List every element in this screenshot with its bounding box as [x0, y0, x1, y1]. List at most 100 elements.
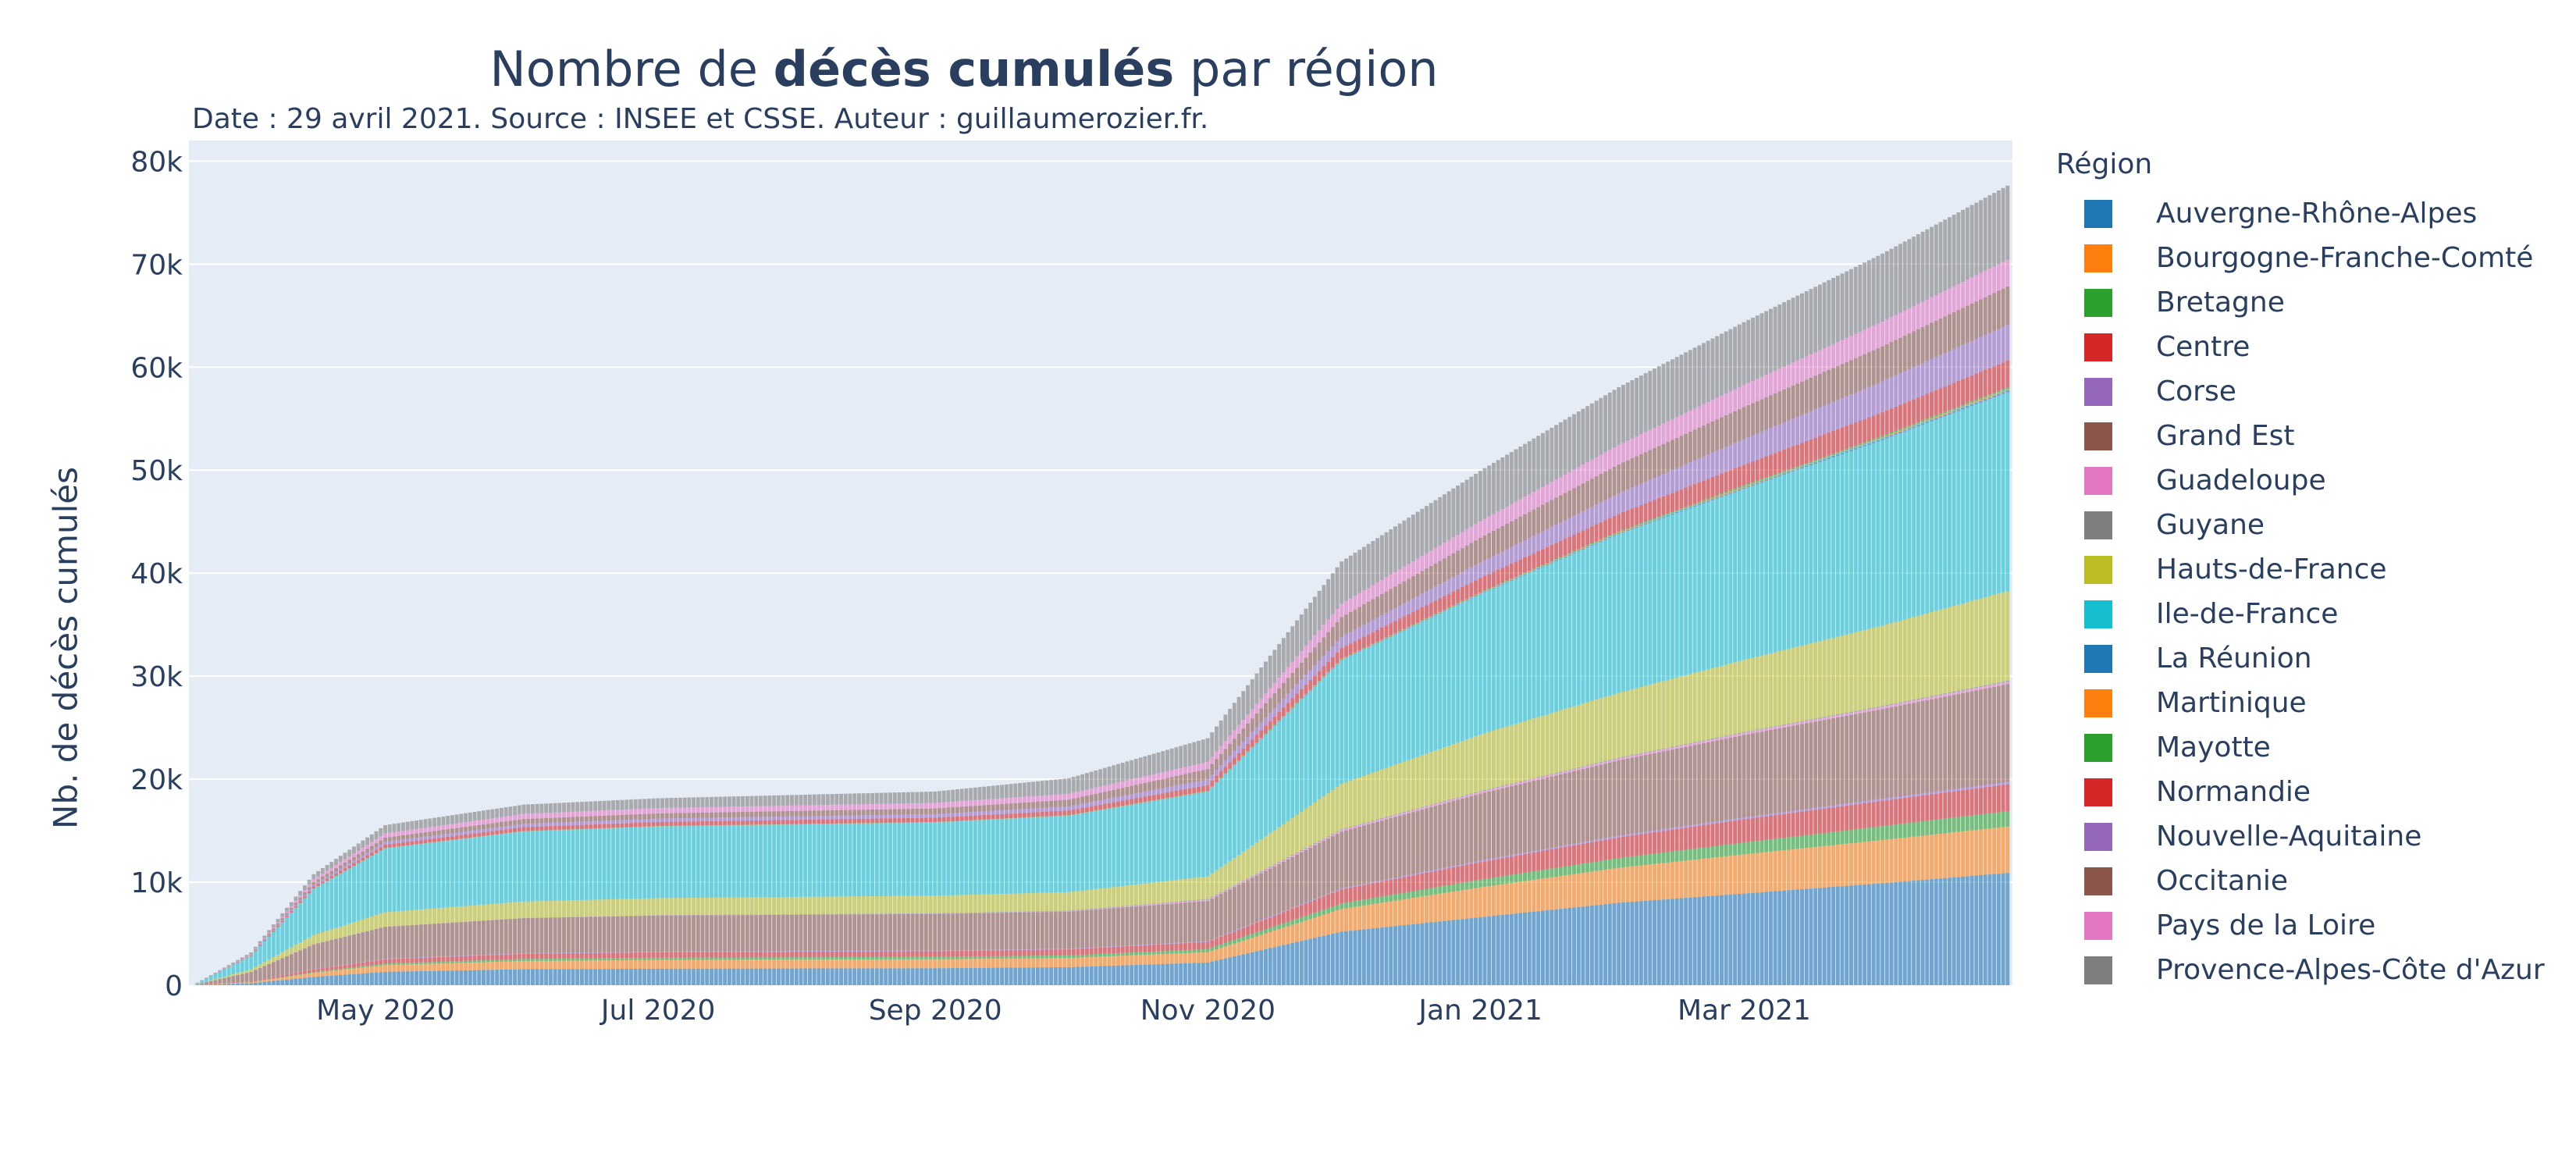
bar-segment-10: [1420, 621, 1425, 622]
bar-segment-11: [1415, 623, 1420, 624]
bar-segment-15: [1084, 795, 1089, 803]
bar-segment-8: [1071, 892, 1076, 910]
bar-segment-15: [1187, 773, 1192, 783]
bar-segment-7: [1272, 863, 1277, 865]
bar-segment-1: [1022, 958, 1026, 968]
bar-segment-2: [866, 956, 870, 959]
bar-segment-14: [817, 816, 821, 820]
bar-segment-3: [1026, 949, 1031, 956]
bar-segment-3: [754, 952, 759, 958]
bar-segment-8: [280, 952, 285, 959]
bar-segment-17: [888, 792, 892, 804]
bar-segment-9: [1433, 615, 1438, 751]
bar-segment-5: [1138, 906, 1143, 945]
bar-segment-0: [423, 970, 428, 985]
bar-segment-2: [1241, 937, 1246, 941]
bar-segment-16: [749, 806, 754, 812]
bar-segment-5: [472, 921, 477, 956]
bar-segment-14: [513, 824, 518, 828]
bar-segment-5: [418, 924, 423, 958]
bar-segment-16: [700, 807, 705, 813]
bar-segment-15: [1281, 682, 1286, 699]
bar-segment-14: [834, 815, 839, 820]
bar-segment-8: [807, 896, 812, 914]
bar-segment-13: [884, 818, 888, 823]
bar-segment-12: [1210, 786, 1215, 787]
bar-segment-17: [521, 804, 526, 814]
bar-segment-5: [499, 919, 503, 955]
bar-segment-2: [1340, 903, 1344, 909]
bar-segment-11: [1438, 612, 1443, 613]
bar-segment-17: [1004, 784, 1009, 799]
bar-segment-14: [1192, 781, 1197, 788]
bar-segment-16: [1433, 547, 1438, 564]
bar-segment-3: [1286, 910, 1290, 922]
bar-segment-15: [920, 808, 924, 815]
bar-segment-7: [1433, 803, 1438, 805]
bar-segment-3: [446, 956, 450, 962]
bar-segment-1: [1268, 931, 1272, 949]
bar-segment-17: [620, 799, 624, 810]
bar-segment-9: [428, 842, 432, 909]
bar-segment-14: [741, 817, 745, 821]
bar-segment-6: [1143, 905, 1147, 906]
bar-segment-10: [1192, 793, 1197, 795]
bar-segment-13: [969, 815, 973, 820]
bar-segment-8: [874, 895, 879, 914]
bar-segment-0: [521, 969, 526, 985]
bar-segment-10: [1254, 742, 1259, 744]
bar-segment-16: [441, 825, 446, 831]
bar-segment-17: [1299, 614, 1304, 652]
bar-segment-8: [338, 926, 343, 938]
bar-segment-4: [866, 950, 870, 952]
bar-segment-15: [240, 959, 244, 960]
bar-segment-2: [1223, 942, 1228, 947]
bar-segment-1: [1067, 958, 1071, 967]
bar-segment-4: [379, 959, 383, 960]
bar-segment-1: [1179, 953, 1183, 964]
bar-segment-14: [1366, 622, 1371, 635]
bar-segment-14: [902, 814, 906, 819]
bar-segment-4: [1326, 893, 1331, 895]
bar-segment-2: [870, 956, 875, 959]
bar-segment-1: [1031, 958, 1036, 968]
bar-segment-8: [763, 897, 767, 915]
bar-segment-5: [482, 920, 486, 956]
bar-segment-1: [1375, 903, 1380, 928]
bar-segment-5: [397, 926, 401, 959]
bar-segment-4: [1018, 949, 1023, 950]
bar-segment-5: [933, 913, 938, 951]
bar-segment-17: [1125, 761, 1130, 781]
bar-segment-8: [200, 982, 205, 984]
bar-segment-8: [490, 903, 495, 920]
bar-segment-17: [1263, 661, 1268, 694]
bar-segment-5: [276, 959, 280, 977]
bar-segment-17: [387, 824, 392, 833]
bar-segment-15: [1379, 593, 1384, 615]
bar-segment-3: [517, 953, 521, 959]
bar-segment-13: [499, 830, 503, 835]
bar-segment-3: [1102, 947, 1107, 954]
bar-segment-16: [499, 817, 503, 822]
bar-segment-5: [915, 913, 920, 951]
bar-segment-15: [682, 813, 687, 818]
bar-segment-1: [1379, 902, 1384, 928]
bar-segment-1: [946, 959, 951, 969]
bar-segment-15: [400, 835, 405, 840]
bar-segment-8: [1197, 877, 1201, 900]
bar-segment-14: [928, 813, 933, 818]
bar-segment-4: [415, 957, 419, 959]
bar-segment-11: [1429, 616, 1433, 618]
bar-segment-13: [1236, 753, 1241, 760]
bar-segment-3: [1348, 888, 1353, 902]
bar-segment-5: [874, 914, 879, 951]
bar-segment-11: [1344, 657, 1348, 658]
bar-segment-6: [1290, 855, 1295, 857]
bar-segment-0: [1183, 963, 1187, 985]
bar-segment-9: [1330, 669, 1335, 791]
bar-segment-5: [1018, 912, 1023, 950]
bar-segment-13: [432, 838, 436, 842]
bar-segment-5: [526, 917, 531, 953]
bar-segment-0: [222, 984, 226, 985]
bar-segment-17: [450, 815, 454, 824]
